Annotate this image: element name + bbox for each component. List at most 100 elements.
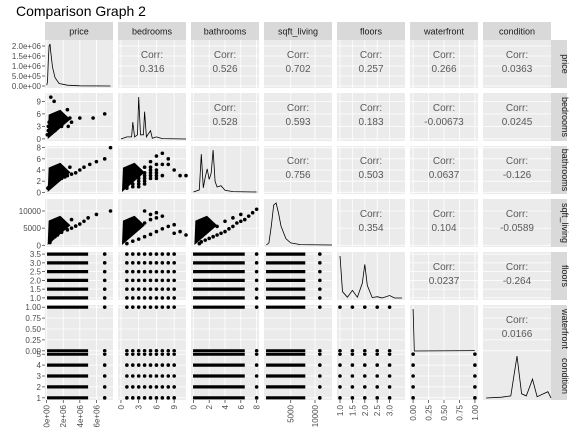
scatter-point [318,269,322,274]
y-tick-label-bathrooms: 4 [37,166,42,175]
strip-top-sqft_living [264,22,332,40]
strip-right-waterfront [551,305,567,353]
scatter-point [254,374,259,378]
scatter-point [362,305,367,309]
scatter-point [59,124,64,129]
scatter-point [125,349,129,353]
scatter-point [154,252,159,256]
scatter-point [350,305,355,309]
y-tick-label-bedrooms: 9 [37,97,42,106]
y-tick-label-sqft_living: 10000 [19,207,42,216]
scatter-point [130,287,135,291]
scatter-point [73,224,78,228]
scatter-point [154,396,159,400]
scatter-point [66,124,71,129]
scatter-point [69,217,74,222]
scatter-point [130,184,135,189]
scatter-point [172,269,176,274]
scatter-point [387,385,392,389]
scatter-point [154,173,159,178]
scatter-point [87,162,92,167]
scatter-point [102,278,107,283]
scatter-point [78,222,82,226]
scatter-point [50,120,55,125]
scatter-point [130,363,135,367]
scatter-point [166,305,171,309]
scatter-point [142,221,147,225]
density-curve-condition [486,355,552,399]
y-tick-label-bathrooms: 8 [37,144,42,153]
panel-floors-bedrooms [118,252,186,300]
scatter-point [160,261,165,265]
scatter-point [223,229,227,234]
scatter-point [142,305,147,309]
scatter-point [57,112,61,116]
panel-price-bedrooms [118,40,186,88]
corr-label: Corr: [214,103,236,114]
scatter-point [160,396,165,400]
scatter-point [254,349,259,353]
scatter-point [148,385,153,389]
y-tick-label-waterfront: 0.50 [25,325,41,334]
scatter-point [148,352,153,356]
strip-top-price [45,22,113,40]
corr-value-sqft_living-floors: 0.354 [358,223,383,234]
x-tick-label-bedrooms: 9 [170,404,179,409]
corr-label: Corr: [433,209,455,220]
corr-value-bedrooms-bathrooms: 0.528 [212,117,237,128]
scatter-point [160,278,165,283]
panel-price-condition [483,40,551,88]
scatter-point [166,296,171,300]
y-tick-label-floors: 3.5 [30,250,42,259]
scatter-point [166,287,171,291]
strip-right-label-condition: condition [560,358,570,394]
scatter-point [136,287,141,291]
scatter-point [239,219,243,224]
scatter-point [69,172,74,176]
scatter-point [254,296,259,300]
scatter-point [125,287,129,291]
scatter-point [166,162,171,167]
scatter-point [160,252,165,256]
strip-top-bedrooms [118,22,186,40]
corr-label: Corr: [360,50,382,61]
scatter-point [148,170,153,175]
scatter-point [154,229,159,234]
panel-floors-price [45,252,113,300]
corr-value-bathrooms-floors: 0.503 [358,170,383,181]
scatter-point [350,396,355,400]
scatter-point [136,173,141,178]
corr-value-price-floors: 0.257 [358,64,383,75]
corr-label: Corr: [360,103,382,114]
scatter-point [411,374,415,378]
corr-value-price-waterfront: 0.266 [431,64,456,75]
scatter-point [130,261,135,265]
scatter-point [130,352,135,356]
scatter-point [142,261,147,265]
scatter-point [246,214,251,218]
y-tick-label-price: 5.0e+05 [12,72,42,81]
scatter-point [102,374,107,378]
scatter-point [148,173,153,178]
scatter-point [350,349,355,353]
scatter-point [160,305,165,309]
strip-right-price [551,40,567,88]
scatter-point [154,352,159,356]
y-tick-label-floors: 1.0 [30,294,42,303]
scatter-point [125,269,129,274]
scatter-point [184,233,188,237]
scatter-point [142,363,147,367]
scatter-point [142,209,147,213]
scatter-point [49,184,53,189]
density-curve-bathrooms [193,149,257,193]
scatter-point [148,287,153,291]
scatter-point [362,352,367,356]
scatter-point [125,305,129,309]
scatter-point [227,227,231,231]
y-tick-label-bathrooms: 2 [37,177,42,186]
scatter-point [211,234,215,239]
scatter-point [154,305,159,309]
scatter-point [166,269,171,274]
scatter-point [172,278,176,283]
